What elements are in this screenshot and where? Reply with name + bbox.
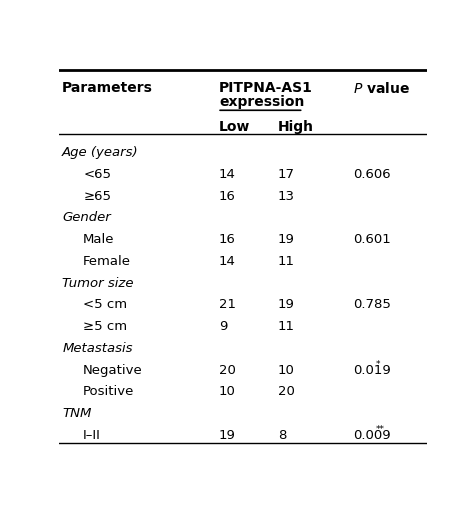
Text: *: * bbox=[376, 359, 381, 369]
Text: expression: expression bbox=[219, 95, 304, 109]
Text: Low: Low bbox=[219, 120, 250, 134]
Text: Positive: Positive bbox=[83, 385, 135, 399]
Text: 14: 14 bbox=[219, 255, 236, 268]
Text: 16: 16 bbox=[219, 190, 236, 202]
Text: 8: 8 bbox=[278, 429, 286, 442]
Text: **: ** bbox=[376, 425, 385, 434]
Text: Age (years): Age (years) bbox=[62, 146, 139, 159]
Text: 14: 14 bbox=[219, 168, 236, 181]
Text: 17: 17 bbox=[278, 168, 295, 181]
Text: PITPNA-AS1: PITPNA-AS1 bbox=[219, 81, 313, 95]
Text: $\it{P}$ value: $\it{P}$ value bbox=[353, 81, 410, 96]
Text: 0.019: 0.019 bbox=[353, 363, 391, 377]
Text: 0.606: 0.606 bbox=[353, 168, 391, 181]
Text: 21: 21 bbox=[219, 298, 236, 311]
Text: ≥65: ≥65 bbox=[83, 190, 111, 202]
Text: 16: 16 bbox=[219, 233, 236, 246]
Text: Male: Male bbox=[83, 233, 115, 246]
Text: Negative: Negative bbox=[83, 363, 143, 377]
Text: 19: 19 bbox=[219, 429, 236, 442]
Text: <65: <65 bbox=[83, 168, 111, 181]
Text: 11: 11 bbox=[278, 255, 295, 268]
Text: 0.785: 0.785 bbox=[353, 298, 391, 311]
Text: TNM: TNM bbox=[62, 407, 91, 420]
Text: 20: 20 bbox=[219, 363, 236, 377]
Text: Metastasis: Metastasis bbox=[62, 342, 133, 355]
Text: <5 cm: <5 cm bbox=[83, 298, 127, 311]
Text: 19: 19 bbox=[278, 233, 295, 246]
Text: 13: 13 bbox=[278, 190, 295, 202]
Text: Gender: Gender bbox=[62, 211, 111, 224]
Text: High: High bbox=[278, 120, 314, 134]
Text: 11: 11 bbox=[278, 320, 295, 333]
Text: 0.009: 0.009 bbox=[353, 429, 391, 442]
Text: 0.601: 0.601 bbox=[353, 233, 391, 246]
Text: 10: 10 bbox=[278, 363, 295, 377]
Text: 9: 9 bbox=[219, 320, 228, 333]
Text: 19: 19 bbox=[278, 298, 295, 311]
Text: Tumor size: Tumor size bbox=[62, 277, 134, 290]
Text: 20: 20 bbox=[278, 385, 295, 399]
Text: ≥5 cm: ≥5 cm bbox=[83, 320, 127, 333]
Text: Parameters: Parameters bbox=[62, 81, 153, 95]
Text: I–II: I–II bbox=[83, 429, 101, 442]
Text: Female: Female bbox=[83, 255, 131, 268]
Text: 10: 10 bbox=[219, 385, 236, 399]
